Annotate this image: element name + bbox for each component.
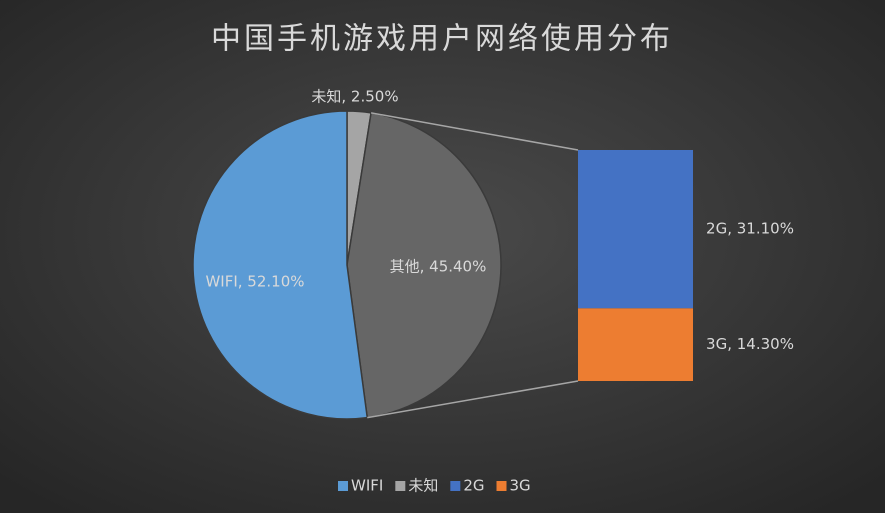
data-label: 3G, 14.30%: [706, 335, 794, 353]
bar-segment: [578, 308, 693, 381]
data-label: 2G, 31.10%: [706, 220, 794, 238]
legend-label: 3G: [510, 477, 531, 495]
data-label: 其他, 45.40%: [390, 258, 487, 276]
legend-label: WIFI: [351, 477, 383, 495]
data-label: WIFI, 52.10%: [205, 273, 304, 291]
legend-swatch: [450, 481, 461, 491]
pie-slice: WIFI: [192, 110, 369, 420]
connector-line: [370, 112, 579, 151]
legend-label: 未知: [408, 477, 438, 495]
data-label: 未知, 2.50%: [311, 88, 398, 106]
bar-segment: [578, 150, 693, 309]
pie-slice: 其他: [346, 112, 502, 419]
legend-swatch: [395, 481, 406, 491]
legend-swatch: [496, 481, 507, 491]
legend-label: 2G: [463, 477, 484, 495]
legend-swatch: [338, 481, 348, 491]
chart-title: 中国手机游戏用户网络使用分布: [211, 22, 673, 57]
connector-line: [367, 380, 579, 419]
